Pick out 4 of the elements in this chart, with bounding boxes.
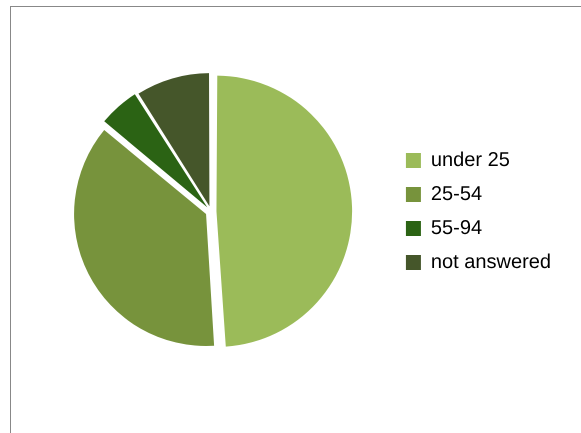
- legend-label: under 25: [430, 149, 510, 172]
- legend-label: not answered: [430, 251, 551, 274]
- legend-label: 25-54: [430, 183, 482, 206]
- legend-label: 55-94: [430, 217, 482, 240]
